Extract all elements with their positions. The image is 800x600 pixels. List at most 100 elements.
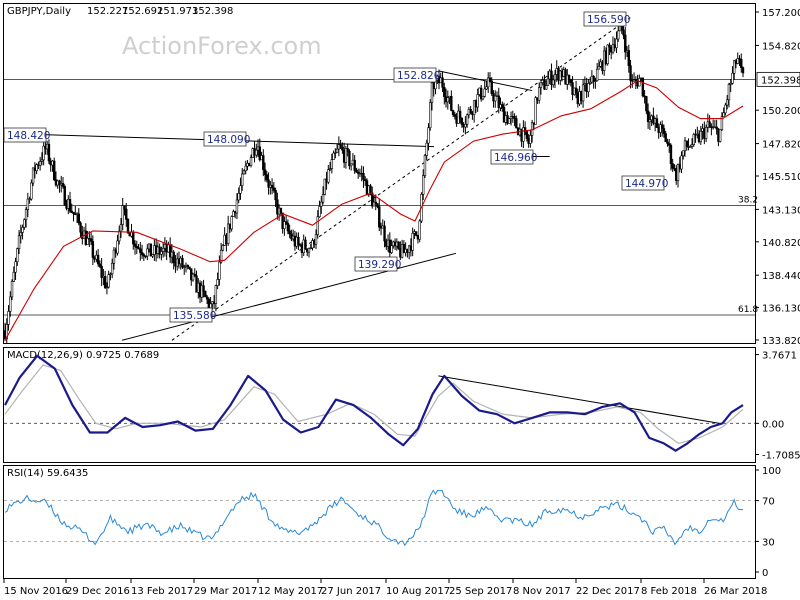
candle-body [341, 146, 344, 151]
candle-body [423, 155, 427, 176]
candle-body [641, 77, 645, 97]
price-tag-box [3, 127, 47, 143]
candle-body [112, 249, 116, 264]
candle-body [646, 110, 650, 123]
candle-body [31, 167, 35, 184]
price-tag-box [490, 149, 534, 165]
price-tick-label: 138.440 [762, 271, 800, 282]
price-tag-box [354, 256, 398, 272]
current-price-label: 152.398 [761, 75, 800, 86]
price-tag-label: 156.590 [587, 14, 630, 26]
candle-body [52, 160, 56, 181]
candle-body [494, 95, 497, 102]
candle-body [314, 234, 318, 245]
candle-body [109, 273, 112, 275]
macd-panel-title: MACD(12,26,9) 0.9725 0.7689 [7, 350, 159, 361]
candle-body [121, 205, 124, 225]
candle-body [89, 238, 93, 242]
candle-body [418, 220, 421, 240]
price-tag-label: 139.290 [358, 259, 401, 271]
watermark: ActionForex.com [122, 32, 322, 60]
candle-body [26, 198, 30, 210]
candle-body [460, 117, 464, 125]
candle-body [348, 150, 351, 167]
candle-body [369, 185, 372, 194]
candle-body [664, 133, 667, 143]
price-tick-label: 154.820 [762, 41, 800, 52]
candle-body [119, 224, 123, 232]
candle-body [24, 209, 28, 220]
fib-level-label: 38.2 [738, 196, 758, 206]
candle-body [263, 169, 267, 176]
candle-body [550, 70, 553, 86]
candle-body [371, 192, 374, 207]
candle-body [587, 83, 590, 93]
candle-body [353, 159, 356, 171]
rsi-line [4, 489, 744, 547]
candle-body [63, 186, 66, 206]
candle-body [135, 246, 138, 248]
price-annotation-tags: 148.420 148.090 135.580 139.290 152.820 146.9… [3, 11, 668, 323]
candle-body [241, 173, 244, 187]
candle-body [286, 222, 290, 232]
candle-body [660, 124, 664, 129]
candle-body [255, 149, 258, 156]
candle-body [451, 110, 455, 115]
candle-body [270, 184, 274, 189]
candle-body [276, 199, 279, 215]
candle-body [204, 290, 207, 298]
candle-body [671, 163, 674, 169]
candle-body [522, 127, 525, 142]
candle-body [330, 159, 334, 169]
candle-body [476, 94, 479, 108]
price-tag-box [621, 175, 665, 191]
candle-body [411, 232, 414, 251]
candle-body [116, 240, 119, 254]
candle-body [125, 208, 128, 220]
candle-body [608, 44, 611, 48]
candle-body [239, 185, 242, 194]
candle-body [307, 248, 311, 253]
candle-body [458, 110, 462, 119]
candle-body [140, 252, 144, 255]
moving-average-layer [4, 80, 744, 341]
x-tick-label: 8 Nov 2017 [513, 586, 571, 597]
candle-body [731, 72, 734, 84]
price-tick-label: 136.130 [762, 304, 800, 315]
price-tag-label: 135.580 [173, 310, 216, 322]
candle-body [320, 201, 323, 207]
candle-body [539, 82, 543, 88]
candle-body [142, 254, 146, 257]
candle-body [139, 248, 142, 253]
candle-body [274, 190, 277, 201]
candle-body [214, 285, 218, 304]
candle-body [581, 84, 585, 102]
candle-body [288, 230, 291, 235]
candle-body [35, 164, 38, 171]
candle-body [323, 178, 326, 195]
candle-body [606, 44, 609, 64]
candle-body [58, 180, 61, 186]
candle-body [638, 78, 641, 87]
candle-body [12, 271, 15, 282]
candle-body [553, 74, 557, 81]
x-tick-label: 26 Mar 2018 [704, 586, 767, 597]
price-tag-label: 148.420 [7, 130, 50, 142]
candle-body [297, 236, 300, 245]
candle-body [472, 100, 476, 115]
candle-body [497, 95, 500, 109]
candle-body [645, 96, 648, 112]
ohlc-open: 152.227 [87, 6, 128, 17]
candle-body [699, 131, 703, 143]
candle-body [629, 65, 632, 81]
candle-body [634, 79, 638, 82]
candle-body [487, 77, 490, 88]
candle-body [390, 245, 393, 253]
candle-body [485, 86, 488, 90]
price-tick-label: 150.200 [762, 106, 800, 117]
candle-body [446, 97, 449, 103]
candle-body [70, 210, 73, 213]
price-tag-box [203, 131, 247, 147]
